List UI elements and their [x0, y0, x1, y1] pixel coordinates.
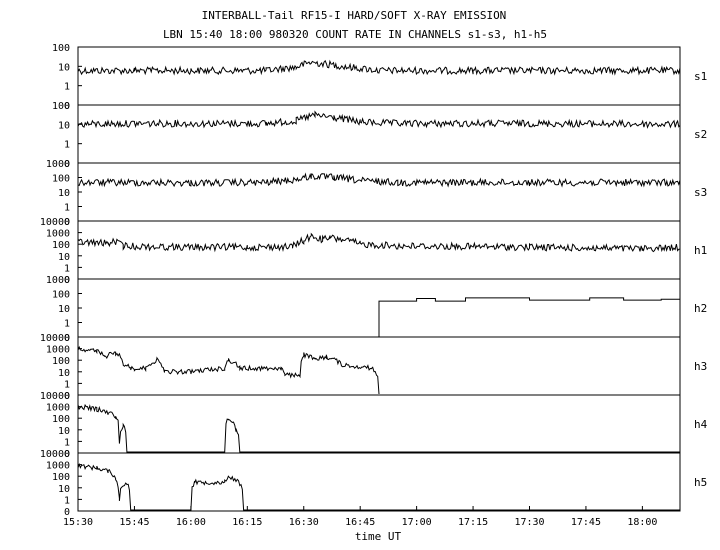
x-axis: 15:30 15:45 16:00 16:15 16:30 16:45 17:00 17:15…	[63, 506, 657, 528]
x-tick-label: 17:15	[458, 517, 488, 528]
y-tick-label: 0	[64, 101, 70, 112]
y-tick-label: 1	[64, 379, 70, 390]
y-tick-label: 1	[64, 495, 70, 506]
x-tick-label: 16:15	[232, 517, 262, 528]
series-s2-line	[77, 110, 681, 129]
y-tick-label: 1	[64, 319, 70, 330]
panel-frame	[77, 452, 681, 512]
channel-label: h1	[694, 244, 707, 257]
y-tick-label: 1	[64, 437, 70, 448]
y-tick-label: 100	[52, 472, 70, 483]
x-tick-label: 16:00	[176, 517, 206, 528]
channel-label: h3	[694, 360, 707, 373]
y-tick-label: 1000	[46, 403, 70, 414]
y-tick-label: 10	[58, 304, 70, 315]
y-tick-label: 0	[64, 449, 70, 460]
y-tick-label: 10	[58, 368, 70, 379]
y-tick-label: 100	[52, 414, 70, 425]
y-tick-label: 100	[52, 174, 70, 185]
x-tick-label: 15:45	[119, 517, 149, 528]
y-tick-label: 1	[64, 263, 70, 274]
x-tick-label: 17:00	[402, 517, 432, 528]
y-tick-label: 100	[52, 43, 70, 54]
series-h3-line	[77, 345, 380, 395]
panel-frame	[77, 162, 681, 222]
channel-label: h2	[694, 302, 707, 315]
chart-subtitle: LBN 15:40 18:00 980320 COUNT RATE IN CHA…	[163, 28, 547, 41]
y-tick-label: 100	[52, 240, 70, 251]
channel-label: s3	[694, 186, 707, 199]
y-tick-label: 0	[64, 507, 70, 518]
y-tick-label: 10	[58, 188, 70, 199]
panel-frame	[77, 394, 681, 454]
series-s3-line	[77, 172, 681, 188]
y-tick-label: 100	[52, 101, 70, 112]
y-tick-label: 0	[64, 275, 70, 286]
y-tick-label: 1000	[46, 345, 70, 356]
channel-label: h5	[694, 476, 707, 489]
x-tick-label: 17:30	[514, 517, 544, 528]
x-tick-label: 16:45	[345, 517, 375, 528]
series-h5-line	[77, 462, 680, 511]
y-tick-label: 10000	[40, 391, 70, 402]
x-tick-label: 17:45	[571, 517, 601, 528]
y-tick-label: 1000	[46, 275, 70, 286]
y-tick-label: 0	[64, 159, 70, 170]
series-s1-line	[77, 59, 681, 76]
x-tick-label: 16:30	[289, 517, 319, 528]
x-tick-label: 18:00	[627, 517, 657, 528]
panel-frame	[77, 336, 681, 396]
panel-frame	[77, 104, 681, 164]
panels-layer: 1001010s11001010s210001001010s3100001000…	[40, 43, 708, 518]
channel-label: s1	[694, 70, 707, 83]
y-tick-label: 1	[64, 82, 70, 93]
y-tick-label: 10	[58, 120, 70, 131]
series-h2-line	[378, 297, 680, 337]
x-axis-label: time UT	[355, 530, 402, 543]
channel-label: h4	[694, 418, 708, 431]
y-tick-label: 0	[64, 333, 70, 344]
y-tick-label: 1000	[46, 461, 70, 472]
y-tick-label: 10000	[40, 217, 70, 228]
y-tick-label: 0	[64, 217, 70, 228]
y-tick-label: 10	[58, 62, 70, 73]
y-tick-label: 1	[64, 203, 70, 214]
y-tick-label: 100	[52, 356, 70, 367]
y-tick-label: 10	[58, 426, 70, 437]
chart-title: INTERBALL-Tail RF15-I HARD/SOFT X-RAY EM…	[202, 9, 507, 22]
channel-label: s2	[694, 128, 707, 141]
y-tick-label: 10000	[40, 449, 70, 460]
y-tick-label: 1	[64, 140, 70, 151]
y-tick-label: 1000	[46, 229, 70, 240]
x-tick-label: 15:30	[63, 517, 93, 528]
y-tick-label: 10	[58, 252, 70, 263]
y-tick-label: 10	[58, 484, 70, 495]
series-h4-line	[77, 403, 680, 453]
panel-frame	[77, 46, 681, 106]
y-tick-label: 100	[52, 290, 70, 301]
y-tick-label: 1000	[46, 159, 70, 170]
series-h1-line	[77, 232, 681, 253]
y-tick-label: 0	[64, 391, 70, 402]
y-tick-label: 10000	[40, 333, 70, 344]
